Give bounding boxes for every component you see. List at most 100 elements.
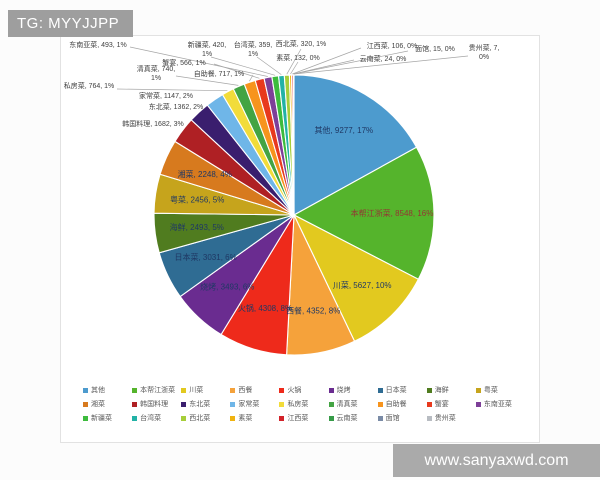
legend-item-19: 台湾菜 [132,413,181,423]
leader-line-20 [286,48,302,75]
legend-swatch-icon [230,387,236,393]
legend-swatch-icon [328,401,334,407]
legend-row-2: 湘菜 韩国料理 东北菜 家常菜 私房菜 清真菜 自助餐 蟹宴 东南亚菜 [83,399,525,409]
legend-label: 家常菜 [238,401,260,408]
legend-row-1: 其他 本帮江浙菜 川菜 西餐 火锅 烧烤 日本菜 海鲜 粤菜 [83,385,525,395]
legend-swatch-icon [279,415,285,421]
pie-callout-label-14: 清真菜, 740, 1% [136,66,176,83]
pie-callout-label-25: 贵州菜, 7, 0% [468,45,500,62]
legend-swatch-icon [132,401,138,407]
legend-swatch-icon [377,415,383,421]
legend-label: 台湾菜 [140,415,162,422]
legend-item-21: 素菜 [230,413,279,423]
legend-swatch-icon [426,387,432,393]
legend-swatch-icon [475,401,481,407]
legend-swatch-icon [279,387,285,393]
legend-item-5: 烧烤 [328,385,378,395]
legend-swatch-icon [181,387,187,393]
legend-item-7: 海鲜 [426,385,476,395]
legend-item-20: 西北菜 [181,413,230,423]
legend-label: 新疆菜 [91,415,112,422]
legend-item-10: 韩国料理 [132,399,181,409]
legend-label: 西餐 [238,387,253,394]
legend-label: 日本菜 [385,387,407,394]
legend-item-3: 西餐 [230,385,279,395]
pie-callout-label-20: 西北菜, 320, 1% [275,41,327,48]
pie-callout-label-18: 新疆菜, 420, 1% [187,42,227,59]
legend-label: 川菜 [189,387,204,394]
legend-swatch-icon [83,415,88,421]
legend-item-25: 贵州菜 [426,413,476,423]
leader-line-23 [293,59,355,75]
chart-legend: 其他 本帮江浙菜 川菜 西餐 火锅 烧烤 日本菜 海鲜 粤菜 湘菜 韩国料理 东北菜 家常菜 私房菜 清真菜… [83,385,525,427]
legend-item-0: 其他 [83,385,132,395]
legend-label: 江西菜 [287,415,309,422]
pie-svg: 其他, 9277, 17%本帮江浙菜, 8548, 16%川菜, 5627, 1… [116,46,469,356]
leader-line-17 [129,46,268,77]
leader-line-24 [293,50,409,75]
pie-slice-1 [292,146,435,281]
legend-swatch-icon [426,401,432,407]
leader-line-19 [256,56,282,75]
pie-callout-label-15: 自助餐, 717, 1% [193,71,245,78]
legend-item-17: 东南亚菜 [475,399,525,409]
legend-swatch-icon [426,415,432,421]
legend-swatch-icon [279,401,285,407]
pie-callout-label-13: 私房菜, 764, 1% [63,83,115,90]
legend-item-9: 湘菜 [83,399,132,409]
legend-item-8: 粤菜 [475,385,525,395]
legend-swatch-icon [475,387,481,393]
legend-item-2: 川菜 [181,385,230,395]
legend-label: 素菜 [238,415,253,422]
legend-label: 蟹宴 [434,401,449,408]
pie-slice-2 [292,213,420,342]
pie-callout-label-16: 蟹宴, 566, 1% [162,60,206,67]
legend-label: 贵州菜 [434,415,456,422]
leader-line-22 [292,47,362,75]
legend-swatch-icon [230,415,236,421]
legend-swatch-icon [181,401,187,407]
legend-label: 私房菜 [287,401,309,408]
legend-label: 火锅 [287,387,302,394]
legend-label: 湘菜 [91,401,105,408]
legend-swatch-icon [181,415,187,421]
legend-item-14: 清真菜 [328,399,378,409]
legend-swatch-icon [132,387,138,393]
tag-badge: TG: MYYJJPP [8,10,134,37]
leader-line-21 [290,61,299,75]
legend-item-15: 自助餐 [377,399,427,409]
legend-item-6: 日本菜 [377,385,427,395]
pie-callout-label-21: 素菜, 132, 0% [276,55,320,62]
pie-callout-label-24: 面馆, 15, 0% [415,46,455,53]
pie-callout-label-17: 东南亚菜, 493, 1% [69,42,127,49]
pie-callout-label-22: 江西菜, 106, 0% [366,43,418,50]
legend-label: 烧烤 [336,387,351,394]
legend-item-1: 本帮江浙菜 [132,385,181,395]
legend-swatch-icon [83,387,88,393]
leader-line-14 [175,75,239,86]
legend-label: 面馆 [385,415,400,422]
pie-callout-label-11: 东北菜, 1362, 2% [148,104,204,111]
legend-swatch-icon [230,401,236,407]
pie-callout-label-10: 韩国料理, 1682, 3% [122,121,184,128]
legend-item-23: 云南菜 [328,413,378,423]
pie-chart: 其他, 9277, 17% 本帮江浙菜, 8548, 16% 川菜, 5627, 1… [60,35,540,443]
legend-label: 粤菜 [483,387,498,394]
leader-line-25 [293,55,469,75]
legend-label: 清真菜 [336,401,358,408]
leader-line-18 [210,56,276,76]
legend-label: 东南亚菜 [483,401,512,408]
legend-label: 自助餐 [385,401,407,408]
legend-row-3: 新疆菜 台湾菜 西北菜 素菜 江西菜 云南菜 面馆 贵州菜 [83,413,525,423]
legend-item-24: 面馆 [377,413,427,423]
legend-swatch-icon [377,387,383,393]
legend-label: 本帮江浙菜 [140,387,176,394]
pie-slice-0 [293,74,418,216]
legend-swatch-icon [328,387,334,393]
legend-label: 海鲜 [434,387,449,394]
pie-callout-label-23: 云南菜, 24, 0% [359,56,407,63]
legend-label: 其他 [91,387,105,394]
legend-swatch-icon [377,401,383,407]
pie-callout-label-19: 台湾菜, 359, 1% [233,42,273,59]
legend-swatch-icon [83,401,88,407]
